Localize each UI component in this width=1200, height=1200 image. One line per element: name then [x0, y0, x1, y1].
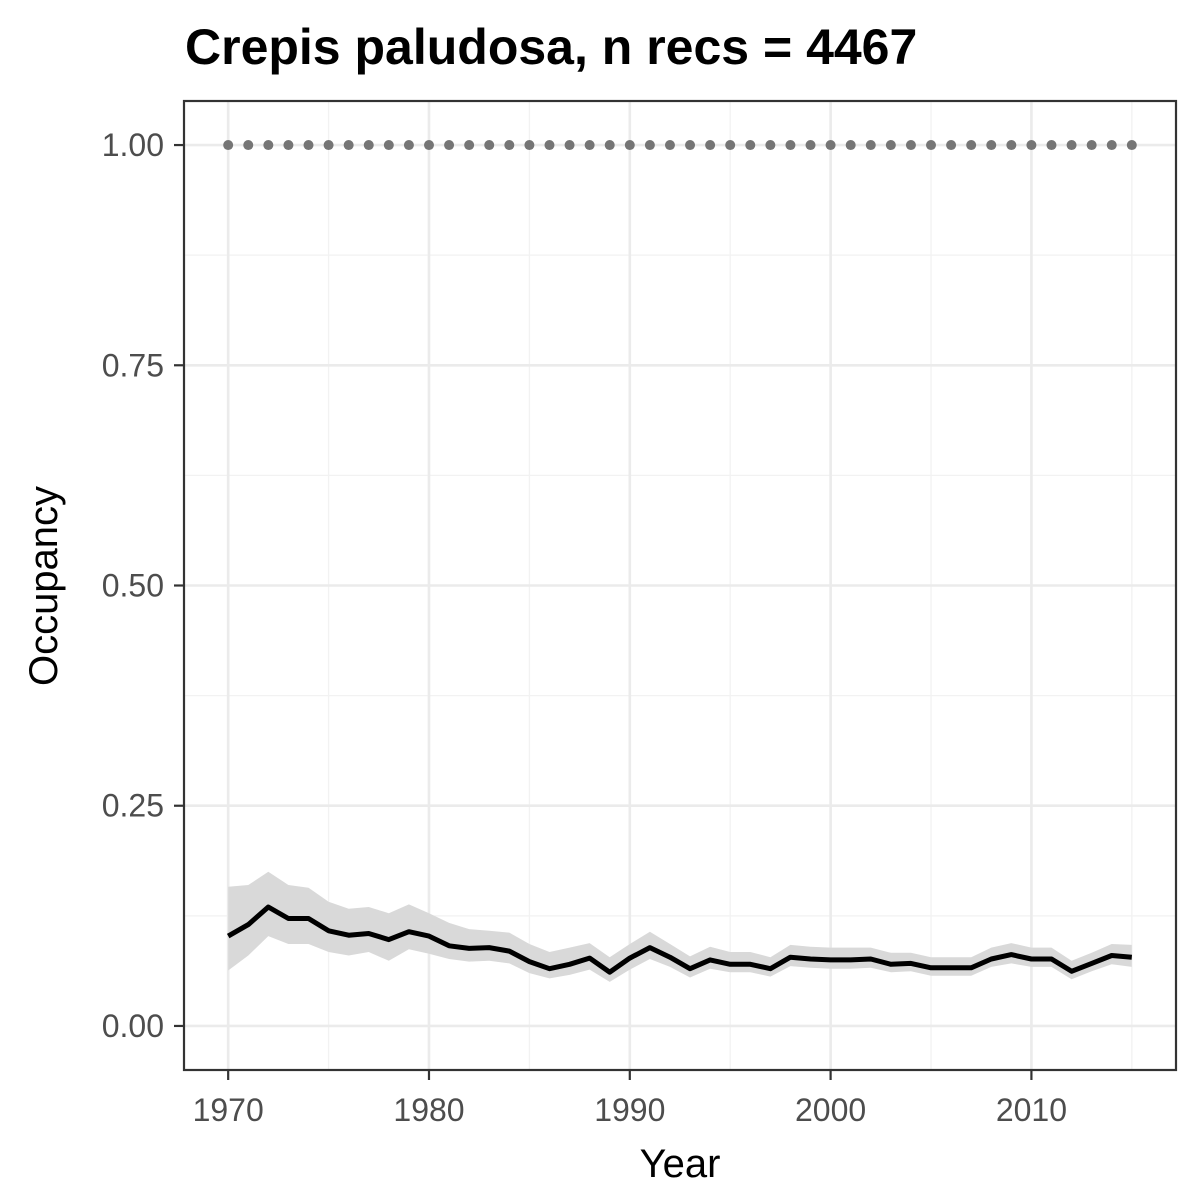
dotted-series-point: [243, 140, 254, 151]
dotted-series-point: [484, 140, 495, 151]
dotted-series-point: [1006, 140, 1017, 151]
dotted-series-point: [685, 140, 696, 151]
x-tick-label: 1990: [594, 1092, 665, 1128]
dotted-series-point: [303, 140, 314, 151]
dotted-series-point: [1086, 140, 1097, 151]
x-axis: 1970 1980 1990 2000 2010: [193, 1070, 1067, 1128]
dotted-series-point: [825, 140, 836, 151]
dotted-series-point: [805, 140, 816, 151]
dotted-series-point: [524, 140, 535, 151]
dotted-series-point: [705, 140, 716, 151]
dotted-series-point: [604, 140, 615, 151]
chart-title: Crepis paludosa, n recs = 4467: [185, 19, 917, 75]
dotted-series-point: [544, 140, 555, 151]
dotted-series-point: [444, 140, 455, 151]
dotted-series-point: [504, 140, 515, 151]
dotted-series-point: [1106, 140, 1117, 151]
x-tick-label: 2010: [996, 1092, 1067, 1128]
y-tick-label: 0.75: [102, 347, 164, 383]
dotted-series-point: [323, 140, 334, 151]
y-tick-label: 1.00: [102, 127, 164, 163]
dotted-series-point: [1126, 140, 1137, 151]
x-axis-title: Year: [640, 1142, 721, 1186]
occupancy-line: [226, 904, 1133, 975]
dotted-series-point: [564, 140, 575, 151]
dotted-series-point: [263, 140, 274, 151]
confidence-band-layer: [228, 871, 1132, 982]
dotted-series-point: [343, 140, 354, 151]
dotted-series-point: [926, 140, 937, 151]
dotted-series-point: [363, 140, 374, 151]
dotted-series-point: [765, 140, 776, 151]
dotted-series-point: [283, 140, 294, 151]
dotted-series-point: [1026, 140, 1037, 151]
dotted-series-point: [785, 140, 796, 151]
y-tick-label: 0.00: [102, 1008, 164, 1044]
dotted-series-point: [845, 140, 856, 151]
dotted-series-point: [664, 140, 675, 151]
dotted-series-point: [725, 140, 736, 151]
dotted-series-point: [865, 140, 876, 151]
dotted-series-point: [423, 140, 434, 151]
dotted-series-layer: [223, 140, 1137, 151]
dotted-series-point: [383, 140, 394, 151]
y-tick-label: 0.50: [102, 568, 164, 604]
dotted-series-point: [624, 140, 635, 151]
dotted-series-point: [905, 140, 916, 151]
x-tick-label: 1980: [393, 1092, 464, 1128]
dotted-series-point: [223, 140, 234, 151]
dotted-series-point: [584, 140, 595, 151]
x-tick-label: 1970: [193, 1092, 264, 1128]
y-axis: 0.00 0.25 0.50 0.75 1.00: [102, 127, 184, 1044]
dotted-series-point: [1066, 140, 1077, 151]
dotted-series-point: [403, 140, 414, 151]
dotted-series-point: [745, 140, 756, 151]
occupancy-line-layer: [226, 904, 1133, 975]
dotted-series-point: [644, 140, 655, 151]
y-axis-title: Occupancy: [22, 486, 66, 686]
y-tick-label: 0.25: [102, 788, 164, 824]
dotted-series-point: [464, 140, 475, 151]
dotted-series-point: [946, 140, 957, 151]
dotted-series-point: [966, 140, 977, 151]
confidence-band: [228, 871, 1132, 982]
dotted-series-point: [986, 140, 997, 151]
dotted-series-point: [885, 140, 896, 151]
x-tick-label: 2000: [795, 1092, 866, 1128]
dotted-series-point: [1046, 140, 1057, 151]
